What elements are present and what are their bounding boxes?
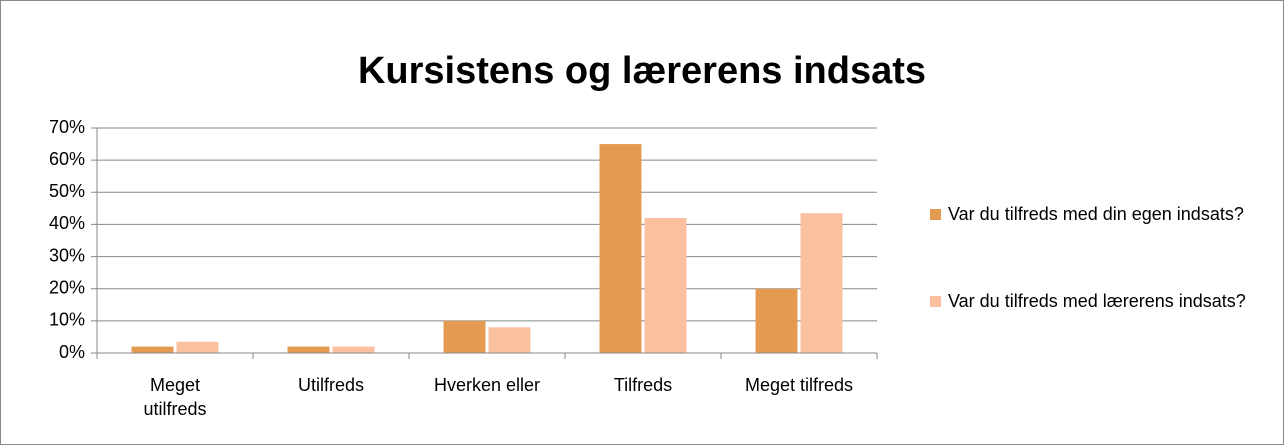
- bar: [599, 144, 642, 353]
- x-tick-label: Tilfreds: [613, 375, 673, 395]
- x-tick-label: Utilfreds: [297, 375, 364, 395]
- y-tick-label: 20%: [49, 277, 85, 297]
- legend-label: Var du tilfreds med lærerens indsats?: [948, 291, 1246, 311]
- legend-item: Var du tilfreds med lærerens indsats?: [930, 289, 1268, 314]
- x-tick-label: Hverken eller: [433, 375, 541, 395]
- y-tick-label: 30%: [49, 245, 85, 265]
- y-tick-label: 60%: [49, 149, 85, 169]
- y-tick-label: 0%: [59, 342, 85, 362]
- legend-item: Var du tilfreds med din egen indsats?: [930, 202, 1268, 227]
- legend-swatch: [930, 296, 941, 307]
- bar: [287, 346, 330, 353]
- bar: [443, 320, 486, 353]
- x-tick-label: Meget tilfreds: [744, 375, 854, 395]
- legend-label: Var du tilfreds med din egen indsats?: [948, 204, 1244, 224]
- y-tick-label: 70%: [49, 117, 85, 137]
- bar: [176, 341, 219, 353]
- bar: [755, 288, 798, 353]
- chart-title: Kursistens og lærerens indsats: [358, 50, 926, 92]
- legend-swatch: [930, 209, 941, 220]
- bar: [131, 346, 174, 353]
- bar: [488, 327, 531, 353]
- bar: [332, 346, 375, 353]
- x-tick-label: Meget utilfreds: [143, 375, 207, 419]
- bar: [800, 213, 843, 353]
- y-tick-label: 10%: [49, 310, 85, 330]
- bar: [644, 218, 687, 353]
- y-tick-label: 50%: [49, 181, 85, 201]
- y-tick-label: 40%: [49, 213, 85, 233]
